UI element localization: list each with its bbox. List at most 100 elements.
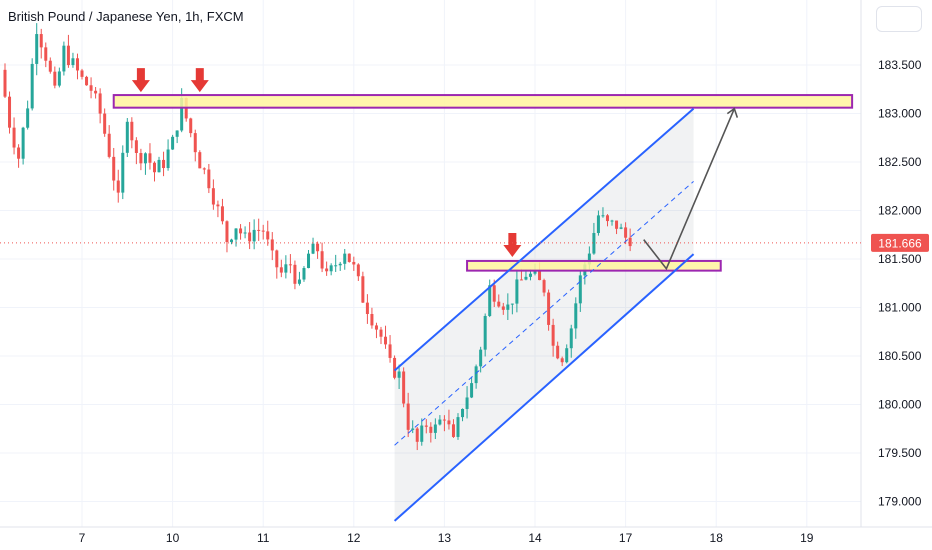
candle-body — [157, 159, 161, 173]
candle-body — [207, 169, 211, 189]
candle-body — [347, 253, 351, 262]
candle-body — [66, 45, 70, 66]
candle-body — [442, 419, 446, 421]
projection-arrowhead — [726, 107, 739, 118]
candle-body — [12, 127, 16, 148]
candle-body — [243, 232, 247, 234]
candle-body — [565, 348, 569, 363]
candle-body — [465, 397, 469, 409]
x-tick-label: 11 — [257, 531, 270, 545]
y-tick-label: 182.500 — [878, 155, 922, 169]
candle-body — [483, 315, 487, 350]
candle-body — [17, 147, 21, 159]
candle-body — [230, 239, 233, 243]
y-tick-label: 183.000 — [878, 106, 922, 120]
candle-body — [148, 153, 152, 163]
candle-body — [53, 71, 57, 86]
candle-body — [393, 357, 397, 378]
candle-body — [628, 237, 632, 247]
candle-body — [166, 149, 170, 169]
candle-body — [80, 70, 84, 77]
candle-body — [587, 253, 591, 265]
y-tick-label: 183.500 — [878, 58, 922, 72]
candle-body — [26, 108, 30, 128]
chart-title: British Pound / Japanese Yen, 1h, FXCM — [8, 9, 244, 24]
x-tick-label: 18 — [710, 531, 724, 545]
candle-body — [116, 180, 120, 193]
candle-body — [461, 408, 465, 418]
candle-body — [497, 301, 501, 307]
candle-body — [121, 152, 125, 193]
chart-settings-button[interactable] — [876, 6, 922, 32]
candle-body — [384, 336, 388, 345]
y-tick-label: 179.000 — [878, 494, 922, 508]
candle-body — [397, 371, 401, 378]
support-zone — [466, 259, 722, 272]
candle-body — [415, 428, 419, 442]
candle-body — [162, 159, 166, 169]
candle-body — [202, 168, 206, 170]
candle-body — [411, 428, 415, 430]
projection-path — [643, 108, 736, 271]
candle-body — [89, 85, 93, 91]
candle-body — [261, 230, 265, 232]
candle-body — [94, 90, 98, 94]
candle-body — [492, 285, 496, 302]
candle-body — [343, 253, 347, 264]
candle-body — [361, 276, 365, 303]
candle-body — [216, 204, 220, 207]
candle-body — [365, 302, 369, 315]
candle-body — [451, 424, 455, 437]
arrow-down-marker — [503, 232, 522, 257]
candle-body — [528, 273, 532, 277]
candle-body — [402, 371, 406, 404]
candle-body — [234, 228, 238, 240]
candle-body — [30, 63, 34, 109]
channel-upper-line — [393, 107, 695, 372]
candle-body — [39, 34, 43, 48]
candle-body — [610, 220, 614, 222]
candle-body — [406, 403, 410, 430]
candle-body — [62, 45, 66, 72]
arrow-down-marker — [131, 68, 150, 93]
candle-body — [248, 232, 252, 242]
candle-body — [533, 270, 537, 274]
last-price: 181.666 — [0, 233, 929, 252]
candle-body — [8, 96, 12, 128]
candle-body — [220, 206, 224, 222]
candle-body — [275, 250, 279, 268]
candle-body — [334, 265, 338, 267]
candle-body — [524, 276, 528, 280]
candle-body — [152, 162, 156, 173]
candle-body — [615, 220, 619, 229]
candle-body — [44, 47, 48, 61]
channel-shading — [394, 108, 694, 521]
price-axis[interactable]: 183.500 183.000 182.500 182.000 181.500 181.0… — [878, 58, 922, 509]
y-tick-label: 181.000 — [878, 300, 922, 314]
candle-body — [316, 243, 320, 252]
candle-body — [601, 215, 605, 217]
candle-body — [474, 366, 478, 384]
resistance-zone — [112, 94, 854, 109]
candle-body — [112, 156, 116, 181]
candle-body — [433, 424, 437, 433]
candle-body — [239, 228, 243, 234]
candle-body — [596, 215, 600, 234]
candle-body — [538, 270, 542, 281]
candle-body — [420, 425, 424, 442]
candle-body — [279, 267, 283, 273]
candle-body — [510, 303, 514, 305]
candle-body — [198, 152, 202, 169]
candle-body — [98, 93, 102, 114]
channel-mid-line — [394, 181, 694, 446]
candle-body — [35, 34, 39, 64]
candle-body — [560, 358, 564, 363]
candle-body — [506, 304, 510, 310]
candle-body — [488, 285, 492, 316]
candle-body — [374, 325, 378, 330]
y-tick-label: 181.500 — [878, 252, 922, 266]
candle-body — [578, 275, 582, 304]
time-axis[interactable]: 7 10 11 12 13 14 17 18 19 — [79, 531, 814, 545]
candle-body — [619, 227, 623, 229]
